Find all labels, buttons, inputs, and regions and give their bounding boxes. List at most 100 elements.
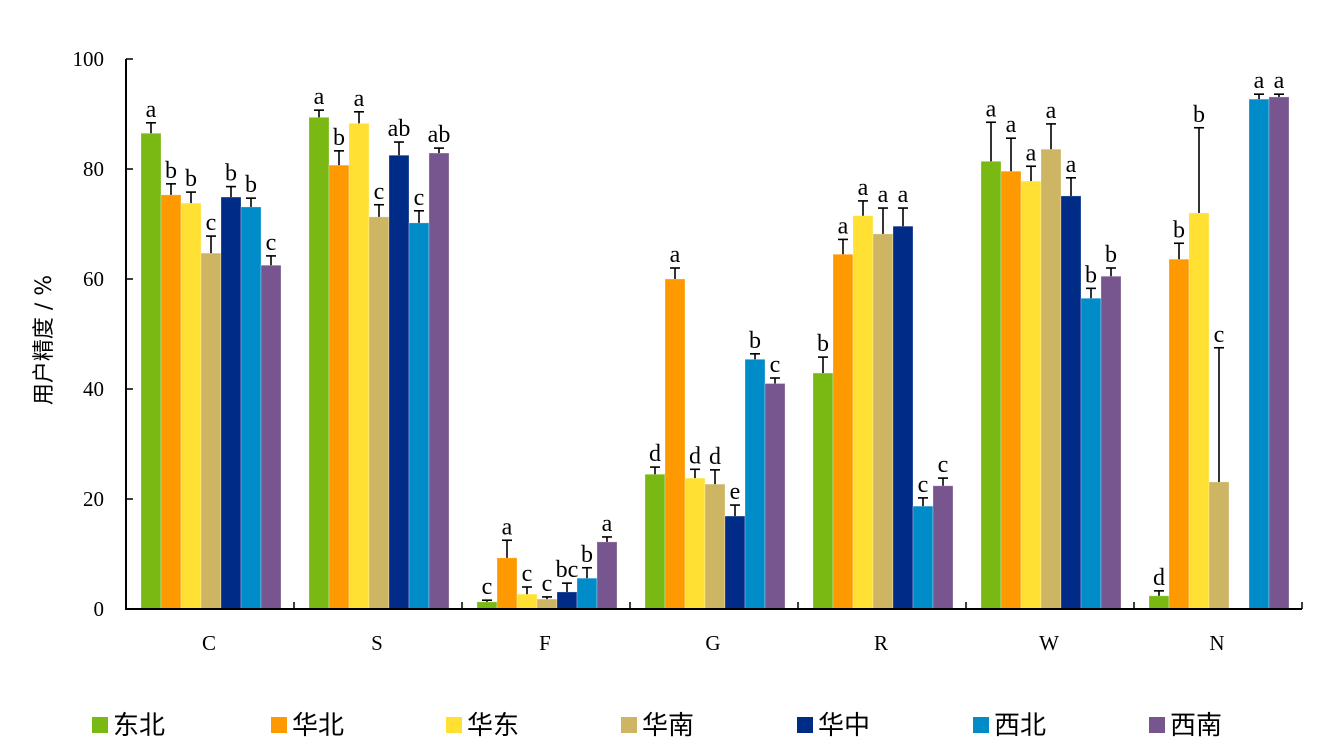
significance-label: c — [542, 571, 553, 597]
bar-G-1 — [664, 278, 686, 610]
bar-S-2 — [348, 122, 370, 610]
y-tick-label: 0 — [94, 597, 105, 621]
bar-S-3 — [368, 216, 390, 610]
bar-C-0 — [140, 132, 162, 610]
bar-F-3 — [536, 598, 558, 610]
legend-swatch-0 — [92, 717, 108, 733]
bar-S-6 — [428, 152, 450, 610]
significance-label: d — [1153, 565, 1165, 591]
significance-label: b — [225, 161, 237, 187]
significance-label: c — [206, 210, 217, 236]
bar-N-1 — [1168, 258, 1190, 610]
bar-C-4 — [220, 196, 242, 610]
y-tick-label: 100 — [73, 47, 105, 71]
bar-S-5 — [408, 222, 430, 610]
significance-label: a — [502, 514, 513, 540]
bar-G-2 — [684, 477, 706, 610]
bar-F-4 — [556, 591, 578, 610]
significance-label: a — [1274, 68, 1285, 94]
bar-R-6 — [932, 485, 954, 610]
bars-layer — [140, 93, 1290, 610]
significance-label: a — [1254, 68, 1265, 94]
significance-label: a — [858, 175, 869, 201]
significance-label: a — [314, 84, 325, 110]
y-tick-label: 80 — [83, 157, 104, 181]
bar-W-3 — [1040, 148, 1062, 610]
legend-swatch-5 — [973, 717, 989, 733]
significance-label: a — [146, 97, 157, 123]
y-tick-label: 20 — [83, 487, 104, 511]
x-tick-label: S — [371, 631, 383, 655]
bar-N-0 — [1148, 595, 1170, 610]
legend-label: 华东 — [467, 711, 519, 741]
bar-G-5 — [744, 358, 766, 610]
bar-R-0 — [812, 372, 834, 610]
significance-label: b — [185, 166, 197, 192]
bar-G-4 — [724, 515, 746, 610]
legend-swatch-1 — [271, 717, 287, 733]
significance-label: b — [1085, 262, 1097, 288]
significance-label: b — [581, 542, 593, 568]
significance-label: b — [1105, 242, 1117, 268]
significance-label: b — [749, 328, 761, 354]
bar-G-3 — [704, 483, 726, 610]
legend-label: 华北 — [292, 711, 344, 741]
legend-swatch-6 — [1149, 717, 1165, 733]
significance-label: b — [817, 331, 829, 357]
axes: 0 20 40 60 80 100 C S F G R W N — [73, 47, 1303, 655]
significance-label: ab — [388, 116, 411, 142]
significance-label: e — [730, 479, 741, 505]
significance-label: a — [838, 213, 849, 239]
bar-C-6 — [260, 264, 282, 610]
significance-label: c — [482, 574, 493, 600]
bar-N-6 — [1268, 96, 1290, 610]
significance-label: a — [1046, 98, 1057, 124]
bar-C-2 — [180, 202, 202, 610]
bar-F-5 — [576, 577, 598, 610]
bar-R-3 — [872, 233, 894, 610]
significance-label: b — [1193, 102, 1205, 128]
y-tick-label: 40 — [83, 377, 104, 401]
legend-label: 华中 — [818, 711, 870, 741]
bar-N-2 — [1188, 212, 1210, 610]
significance-label: a — [898, 182, 909, 208]
significance-label: a — [1026, 140, 1037, 166]
significance-label: a — [1006, 112, 1017, 138]
bar-G-6 — [764, 383, 786, 610]
significance-label: b — [333, 125, 345, 151]
legend: 东北 华北 华东 华南 华中 西北 西南 — [92, 711, 1222, 741]
significance-label: b — [245, 172, 257, 198]
significance-label: d — [649, 441, 661, 467]
bar-R-1 — [832, 253, 854, 610]
legend-swatch-2 — [446, 717, 462, 733]
bar-C-1 — [160, 194, 182, 610]
bar-N-3 — [1208, 481, 1230, 610]
legend-label: 西北 — [994, 711, 1046, 741]
significance-label: c — [266, 230, 277, 256]
significance-label: a — [986, 96, 997, 122]
bar-W-6 — [1100, 275, 1122, 610]
legend-swatch-3 — [621, 717, 637, 733]
bar-C-5 — [240, 206, 262, 610]
bar-N-5 — [1248, 98, 1270, 610]
significance-label: c — [522, 561, 533, 587]
significance-label: c — [770, 352, 781, 378]
significance-label: a — [1066, 152, 1077, 178]
significance-label: a — [670, 242, 681, 268]
significance-label: c — [938, 452, 949, 478]
bar-F-1 — [496, 557, 518, 610]
bar-F-6 — [596, 541, 618, 610]
bar-W-1 — [1000, 170, 1022, 610]
bar-S-1 — [328, 164, 350, 610]
significance-label: a — [602, 511, 613, 537]
significance-label: c — [374, 179, 385, 205]
bar-W-2 — [1020, 180, 1042, 610]
significance-label: d — [689, 443, 701, 469]
bar-W-4 — [1060, 195, 1082, 610]
significance-label: c — [1214, 322, 1225, 348]
x-tick-label: F — [539, 631, 551, 655]
bar-S-4 — [388, 154, 410, 610]
y-axis-label: 用户精度 / % — [32, 275, 57, 405]
legend-swatch-4 — [797, 717, 813, 733]
